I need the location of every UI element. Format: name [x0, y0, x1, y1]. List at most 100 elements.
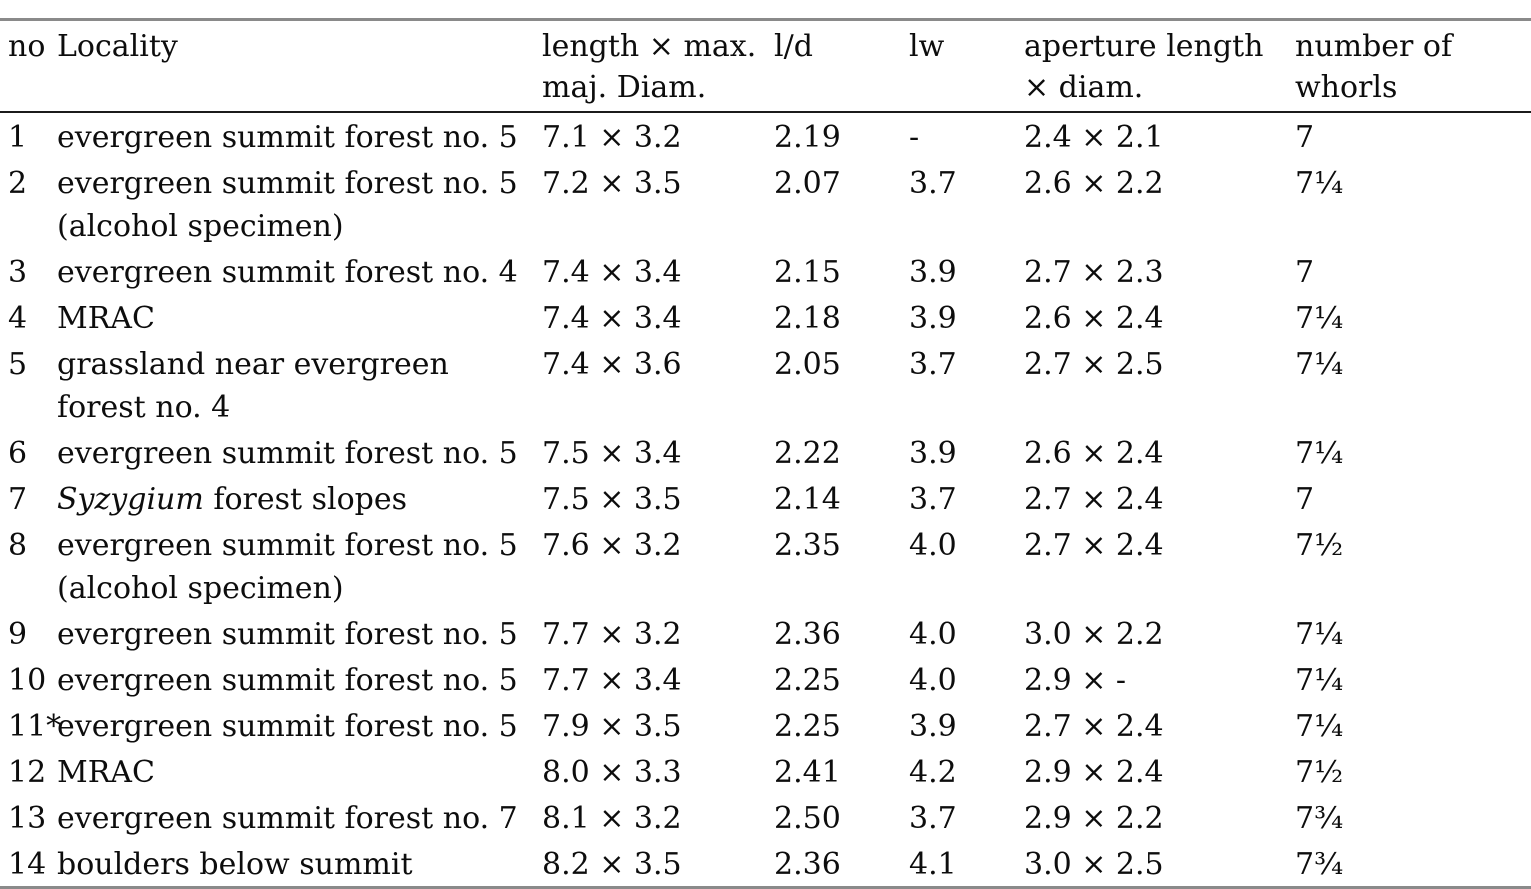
cell-no: 12	[8, 755, 47, 790]
column-header-whorls: number of whorls	[1295, 29, 1453, 105]
locality-text: evergreen summit forest no. 5	[57, 663, 518, 698]
paper-page: no Locality length × max. maj. Diam. l/d lw ap…	[0, 18, 1531, 889]
cell-whorls: 7¼	[1295, 301, 1344, 336]
table-row: 7 Syzygium forest slopes 7.5 × 3.5 2.14 3.7 2…	[0, 475, 1531, 521]
cell-lw: 3.9	[909, 301, 957, 336]
cell-lw: 3.7	[909, 801, 957, 836]
locality-text: MRAC	[57, 301, 155, 336]
locality-text: evergreen summit forest no. 5	[57, 709, 518, 744]
locality-text: evergreen summit forest no. 5	[57, 528, 518, 563]
cell-aperture: 2.4 × 2.1	[1024, 120, 1164, 155]
cell-lw: 4.1	[909, 847, 957, 882]
cell-length_diam: 8.0 × 3.3	[542, 755, 682, 790]
cell-length_diam: 7.9 × 3.5	[542, 709, 682, 744]
cell-whorls: 7½	[1295, 755, 1344, 790]
cell-length_diam: 7.6 × 3.2	[542, 528, 682, 563]
cell-length_diam: 7.7 × 3.4	[542, 663, 682, 698]
table-row: 9 evergreen summit forest no. 5 7.7 × 3.2 2…	[0, 610, 1531, 656]
cell-locality: evergreen summit forest no. 5	[57, 610, 542, 656]
cell-aperture: 3.0 × 2.5	[1024, 847, 1164, 882]
table-row: 12 MRAC 8.0 × 3.3 2.41 4.2 2.9 × 2.4 7½	[0, 748, 1531, 794]
cell-lw: 3.9	[909, 709, 957, 744]
cell-aperture: 2.6 × 2.4	[1024, 301, 1164, 336]
cell-no: 7	[8, 482, 28, 517]
cell-aperture: 2.6 × 2.4	[1024, 436, 1164, 471]
cell-whorls: 7	[1295, 120, 1315, 155]
cell-aperture: 2.9 × 2.2	[1024, 801, 1164, 836]
cell-ld: 2.19	[774, 120, 841, 155]
cell-aperture: 2.7 × 2.3	[1024, 255, 1164, 290]
cell-ld: 2.22	[774, 436, 841, 471]
table-body: 1 evergreen summit forest no. 5 7.1 × 3.2 2…	[0, 112, 1531, 888]
locality-text: evergreen summit forest no. 4	[57, 255, 518, 290]
cell-no: 9	[8, 617, 28, 652]
cell-length_diam: 7.4 × 3.4	[542, 301, 682, 336]
table-row: 6 evergreen summit forest no. 5 7.5 × 3.4 2…	[0, 429, 1531, 475]
cell-ld: 2.36	[774, 847, 841, 882]
locality-text: (alcohol specimen)	[57, 209, 344, 244]
cell-locality: evergreen summit forest no. 5 (alcohol sp…	[57, 159, 542, 248]
cell-no: 5	[8, 347, 28, 382]
locality-text: forest slopes	[203, 482, 408, 517]
table-row: 11* evergreen summit forest no. 5 7.9 × 3.…	[0, 702, 1531, 748]
cell-length_diam: 7.2 × 3.5	[542, 166, 682, 201]
cell-locality: MRAC	[57, 294, 542, 340]
cell-locality: evergreen summit forest no. 5	[57, 656, 542, 702]
table-row: 14 boulders below summit 8.2 × 3.5 2.36 4.1 3…	[0, 840, 1531, 888]
cell-whorls: 7¼	[1295, 436, 1344, 471]
locality-text: (alcohol specimen)	[57, 571, 344, 606]
cell-locality: grassland near evergreen forest no. 4	[57, 340, 542, 429]
locality-text: MRAC	[57, 755, 155, 790]
locality-text: evergreen summit forest no. 5	[57, 617, 518, 652]
cell-whorls: 7¼	[1295, 709, 1344, 744]
cell-length_diam: 7.4 × 3.6	[542, 347, 682, 382]
locality-text: grassland near evergreen	[57, 347, 449, 382]
cell-whorls: 7¾	[1295, 801, 1344, 836]
cell-no: 8	[8, 528, 28, 563]
cell-aperture: 3.0 × 2.2	[1024, 617, 1164, 652]
table-row: 8 evergreen summit forest no. 5 (alcohol s…	[0, 521, 1531, 610]
locality-text: evergreen summit forest no. 5	[57, 436, 518, 471]
cell-whorls: 7¾	[1295, 847, 1344, 882]
column-header-aperture: aperture length × diam.	[1024, 29, 1264, 105]
table-row: 5 grassland near evergreen forest no. 4 7.4…	[0, 340, 1531, 429]
cell-no: 14	[8, 847, 47, 882]
table-row: 2 evergreen summit forest no. 5 (alcohol s…	[0, 159, 1531, 248]
cell-no: 3	[8, 255, 28, 290]
cell-no: 11*	[8, 709, 62, 744]
cell-aperture: 2.7 × 2.5	[1024, 347, 1164, 382]
cell-ld: 2.25	[774, 709, 841, 744]
cell-locality: evergreen summit forest no. 7	[57, 794, 542, 840]
cell-locality: evergreen summit forest no. 5	[57, 112, 542, 159]
cell-aperture: 2.7 × 2.4	[1024, 528, 1164, 563]
cell-lw: 4.2	[909, 755, 957, 790]
cell-ld: 2.36	[774, 617, 841, 652]
cell-ld: 2.35	[774, 528, 841, 563]
column-header-ld: l/d	[774, 29, 813, 64]
cell-whorls: 7¼	[1295, 663, 1344, 698]
cell-length_diam: 7.5 × 3.5	[542, 482, 682, 517]
cell-lw: 4.0	[909, 617, 957, 652]
cell-whorls: 7¼	[1295, 166, 1344, 201]
cell-aperture: 2.9 × -	[1024, 663, 1127, 698]
cell-ld: 2.41	[774, 755, 841, 790]
cell-ld: 2.07	[774, 166, 841, 201]
locality-text: evergreen summit forest no. 7	[57, 801, 518, 836]
header-row: no Locality length × max. maj. Diam. l/d lw ap…	[0, 20, 1531, 112]
cell-lw: 4.0	[909, 663, 957, 698]
cell-lw: -	[909, 120, 920, 155]
locality-text: evergreen summit forest no. 5	[57, 120, 518, 155]
cell-no: 1	[8, 120, 28, 155]
specimen-measurements-table: no Locality length × max. maj. Diam. l/d lw ap…	[0, 18, 1531, 889]
cell-whorls: 7	[1295, 255, 1315, 290]
cell-ld: 2.18	[774, 301, 841, 336]
table-header: no Locality length × max. maj. Diam. l/d lw ap…	[0, 20, 1531, 112]
cell-lw: 3.9	[909, 255, 957, 290]
cell-whorls: 7¼	[1295, 347, 1344, 382]
cell-aperture: 2.6 × 2.2	[1024, 166, 1164, 201]
locality-text: boulders below summit	[57, 847, 413, 882]
cell-lw: 3.7	[909, 166, 957, 201]
table-row: 10 evergreen summit forest no. 5 7.7 × 3.4…	[0, 656, 1531, 702]
cell-lw: 3.7	[909, 482, 957, 517]
cell-length_diam: 7.4 × 3.4	[542, 255, 682, 290]
